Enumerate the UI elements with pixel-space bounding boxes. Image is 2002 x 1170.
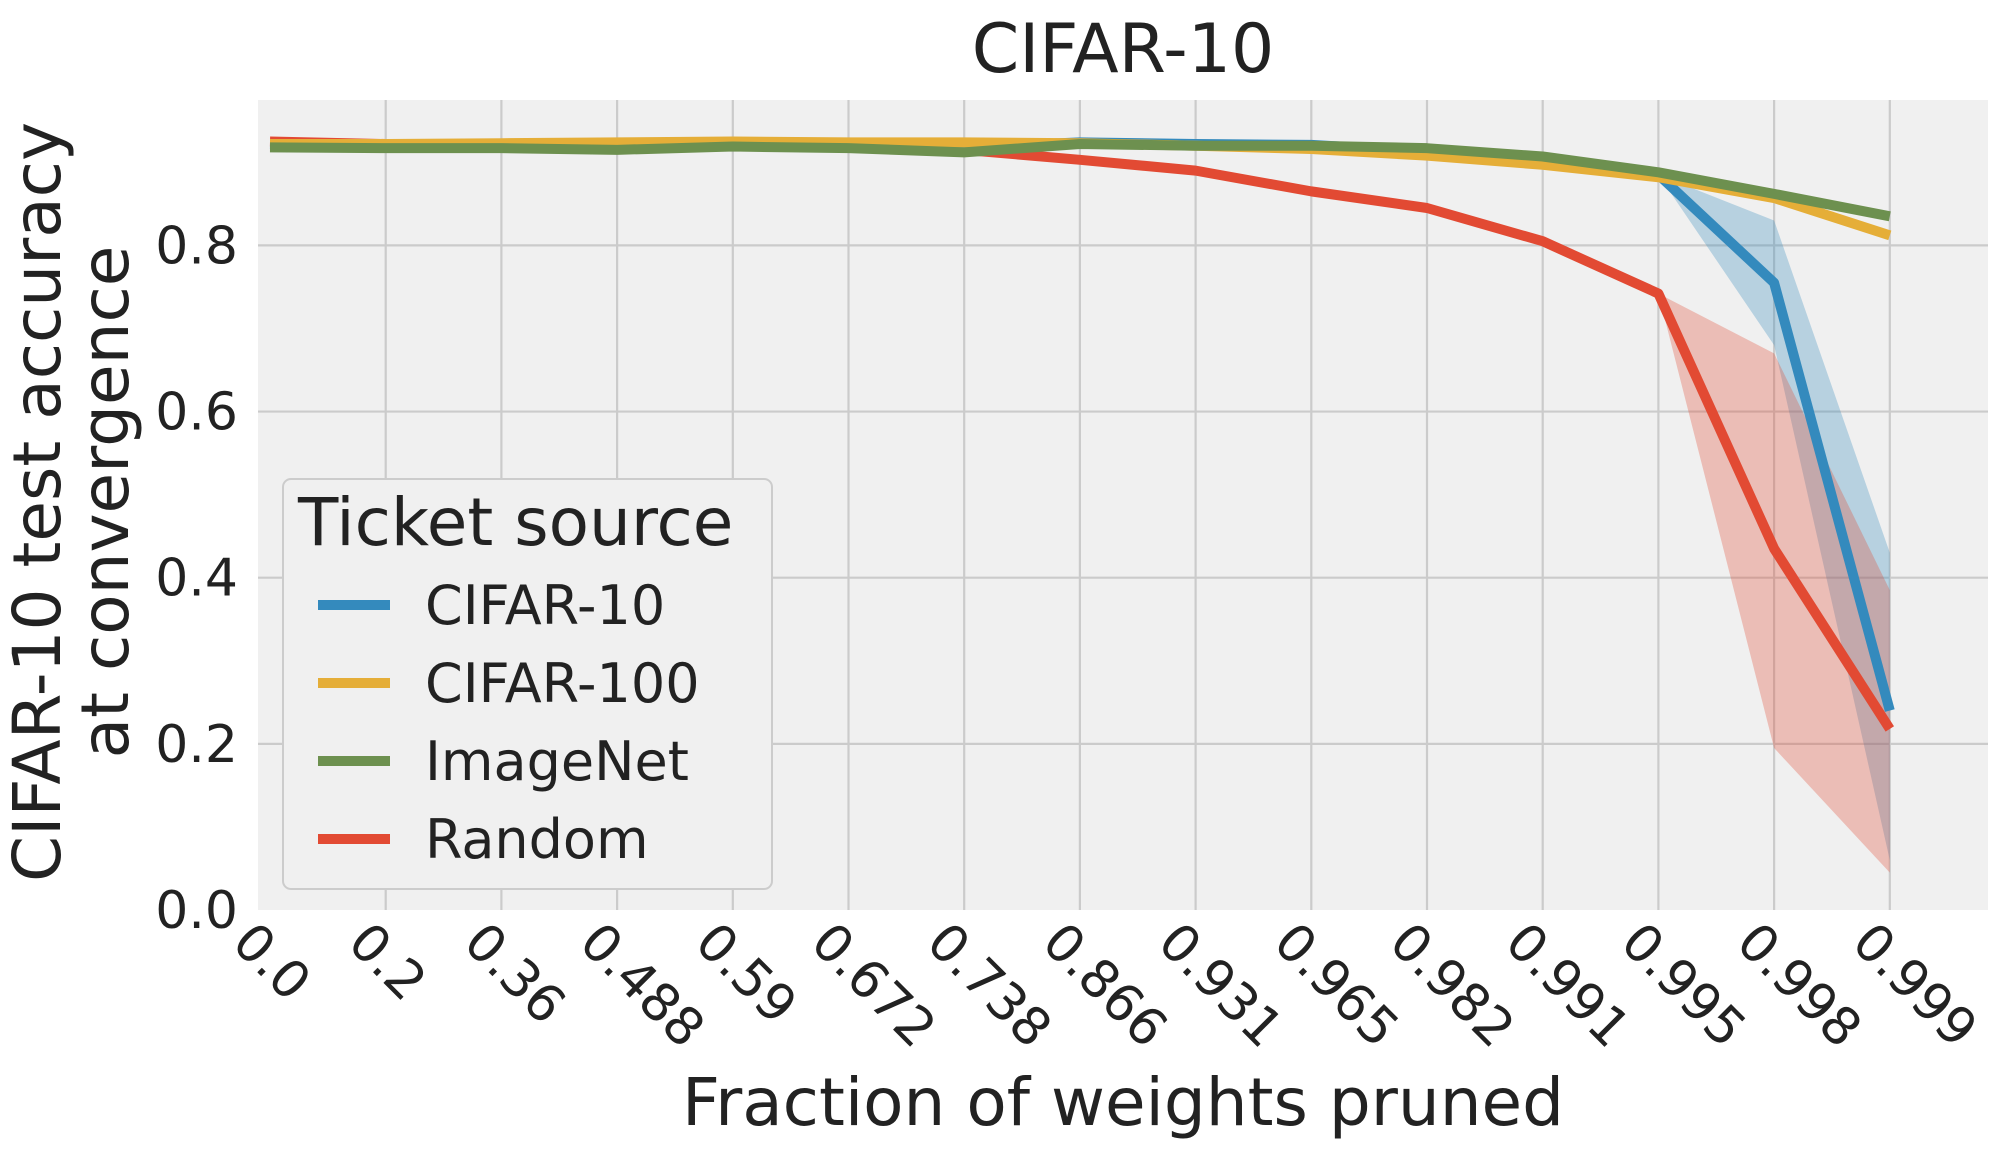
series-line [269, 139, 1891, 222]
legend-label: ImageNet [425, 730, 689, 793]
y-tick-label: 0.2 [155, 715, 238, 775]
x-tick-label: 0.488 [568, 912, 716, 1060]
legend-items: CIFAR-10 CIFAR-100 ImageNet Random [318, 574, 700, 871]
x-tick-label: 0.931 [1146, 912, 1294, 1060]
legend-label: CIFAR-100 [425, 652, 700, 715]
x-tick-label: 0.2 [337, 912, 438, 1013]
x-tick-label: 0.999 [1841, 912, 1989, 1060]
uncertainty-bands [270, 141, 1890, 873]
y-axis-label-line-2: at convergence [67, 246, 144, 759]
y-axis-label: CIFAR-10 test accuracy at convergence [0, 122, 144, 882]
y-tick-label: 0.0 [155, 881, 238, 941]
x-tick-labels: 0.0 0.2 0.360.4880.590.6720.7380.8660.9310… [221, 912, 1988, 1060]
y-tick-label: 0.8 [155, 216, 238, 276]
x-tick-label: 0.982 [1378, 912, 1526, 1060]
chart-title: CIFAR-10 [972, 10, 1274, 89]
x-tick-label: 0.672 [799, 912, 947, 1060]
x-tick-label: 0.998 [1725, 912, 1873, 1060]
legend-label: CIFAR-10 [425, 574, 665, 637]
x-tick-label: 0.36 [452, 912, 576, 1036]
legend-title: Ticket source [297, 484, 733, 561]
y-tick-labels: 0.0 0.2 0.4 0.6 0.8 [155, 216, 238, 941]
legend: Ticket source CIFAR-10 CIFAR-100 ImageNet R… [282, 478, 773, 890]
x-axis-label: Fraction of weights pruned [682, 1064, 1564, 1141]
x-tick-label: 0.738 [915, 912, 1063, 1060]
y-tick-label: 0.4 [155, 549, 238, 609]
legend-box [282, 478, 773, 890]
y-tick-label: 0.6 [155, 383, 238, 443]
x-tick-label: 0.965 [1262, 912, 1410, 1060]
legend-label: Random [425, 808, 649, 871]
series-lines [269, 136, 1895, 732]
x-tick-label: 0.866 [1031, 912, 1179, 1060]
confidence-band [270, 142, 1890, 861]
x-tick-label: 0.991 [1494, 912, 1642, 1060]
y-axis-label-line-1: CIFAR-10 test accuracy [0, 122, 76, 882]
x-tick-label: 0.995 [1609, 912, 1757, 1060]
